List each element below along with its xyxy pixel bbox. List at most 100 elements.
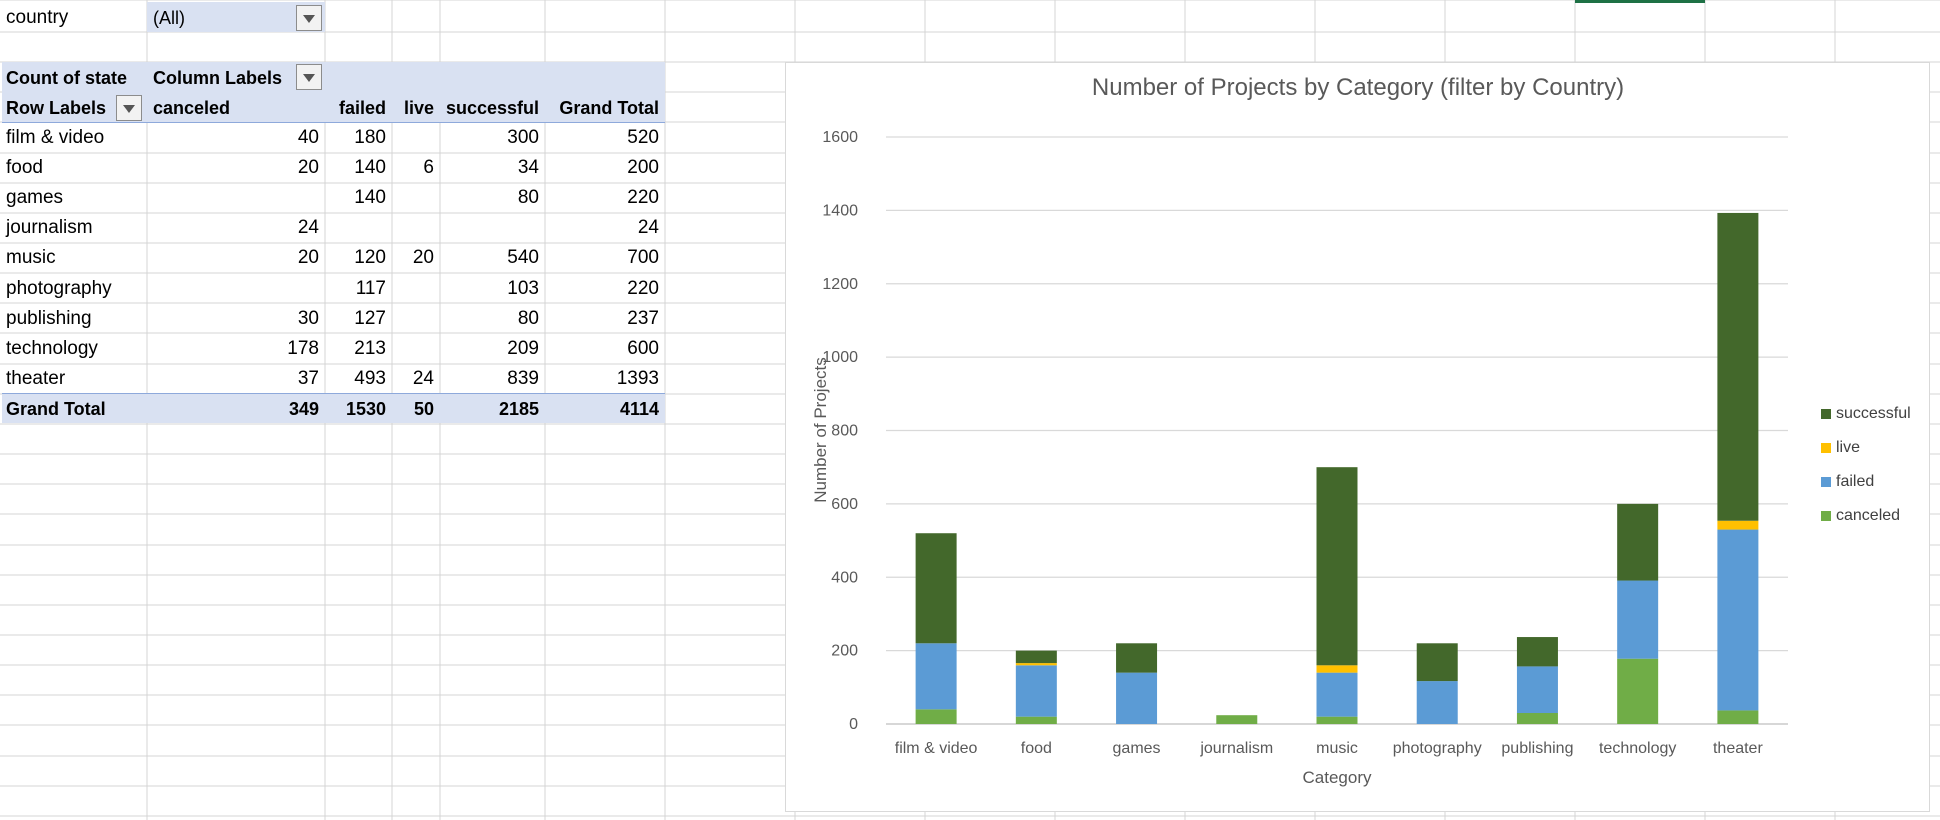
- pivot-value-cell[interactable]: 20: [412, 247, 434, 268]
- pivot-value-cell[interactable]: [147, 274, 325, 304]
- y-tick-label: 0: [849, 716, 858, 733]
- pivot-value-cell[interactable]: 839: [507, 368, 539, 389]
- pivot-grand-total-cell[interactable]: 4114: [619, 399, 659, 419]
- pivot-value-cell[interactable]: 80: [517, 308, 539, 329]
- pivot-row-label[interactable]: photography: [6, 278, 112, 299]
- y-tick-label: 1600: [822, 129, 858, 146]
- pivot-value-cell[interactable]: 540: [507, 247, 539, 268]
- pivot-value-cell[interactable]: 140: [354, 157, 386, 178]
- y-tick-label: 600: [831, 496, 858, 513]
- pivot-value-cell[interactable]: 237: [627, 308, 659, 329]
- pivot-value-cell[interactable]: 80: [517, 187, 539, 208]
- legend-item-live[interactable]: live: [1821, 438, 1860, 458]
- pivot-row-label[interactable]: publishing: [6, 308, 92, 329]
- pivot-value-cell[interactable]: 180: [354, 127, 386, 148]
- legend-swatch: [1821, 408, 1831, 419]
- bar-segment-successful: [1617, 503, 1659, 581]
- pivot-value-cell[interactable]: [325, 213, 392, 243]
- pivot-grand-total-cell[interactable]: 50: [413, 399, 434, 419]
- pivot-value-cell[interactable]: [392, 123, 440, 153]
- pivot-value-cell[interactable]: [147, 183, 325, 213]
- pivot-value-cell[interactable]: 127: [354, 308, 386, 329]
- x-tick-label: games: [1113, 740, 1161, 757]
- filter-value[interactable]: (All): [153, 8, 185, 28]
- pivot-row-label[interactable]: theater: [6, 368, 66, 389]
- pivot-value-cell[interactable]: 37: [297, 368, 319, 389]
- pivot-value-cell[interactable]: [392, 304, 440, 334]
- column-labels-dropdown-button[interactable]: [296, 64, 322, 90]
- legend-swatch: [1821, 476, 1831, 487]
- pivot-value-cell[interactable]: 20: [297, 247, 319, 268]
- pivot-value-cell[interactable]: 200: [627, 157, 659, 178]
- pivot-value-cell[interactable]: 220: [627, 187, 659, 208]
- bar-segment-successful: [1015, 650, 1057, 664]
- pivot-grand-total-cell[interactable]: 1530: [345, 399, 386, 419]
- pivot-value-cell[interactable]: 120: [354, 247, 386, 268]
- pivot-value-label: Count of state: [6, 68, 127, 88]
- bar-segment-canceled: [1617, 658, 1659, 724]
- pivot-value-cell[interactable]: [392, 274, 440, 304]
- pivot-value-cell[interactable]: 300: [507, 127, 539, 148]
- pivot-value-cell[interactable]: 34: [517, 157, 539, 178]
- pivot-value-cell[interactable]: 213: [354, 338, 386, 359]
- row-labels-dropdown-button[interactable]: [116, 95, 142, 121]
- pivot-value-cell[interactable]: 40: [297, 127, 319, 148]
- pivot-row-label[interactable]: games: [6, 187, 64, 208]
- stacked-bar-chart[interactable]: Number of Projects by Category (filter b…: [785, 62, 1930, 812]
- pivot-row-label[interactable]: food: [6, 157, 43, 178]
- bar-segment-successful: [1316, 467, 1358, 666]
- pivot-value-cell[interactable]: 24: [637, 217, 659, 238]
- bar-segment-failed: [1116, 672, 1158, 724]
- pivot-value-cell[interactable]: 209: [507, 338, 539, 359]
- pivot-row-label[interactable]: journalism: [6, 217, 93, 238]
- bar-segment-canceled: [1015, 716, 1057, 724]
- legend-item-failed[interactable]: failed: [1821, 472, 1874, 492]
- x-tick-label: music: [1316, 740, 1358, 757]
- x-tick-label: food: [1021, 740, 1052, 757]
- pivot-value-cell[interactable]: 140: [354, 187, 386, 208]
- pivot-value-cell[interactable]: 6: [423, 157, 434, 178]
- legend-label: live: [1836, 439, 1861, 456]
- pivot-grand-total-cell[interactable]: 349: [288, 399, 319, 419]
- y-tick-label: 800: [831, 423, 858, 440]
- pivot-value-cell[interactable]: [392, 213, 440, 243]
- filter-dropdown-button[interactable]: [296, 5, 322, 31]
- bar-segment-failed: [1015, 665, 1057, 717]
- pivot-value-cell[interactable]: 103: [507, 278, 539, 299]
- pivot-value-cell[interactable]: 1393: [616, 368, 659, 389]
- pivot-value-cell[interactable]: 178: [287, 338, 319, 359]
- chart-canvas: Number of Projects by Category (filter b…: [811, 74, 1788, 787]
- pivot-value-cell[interactable]: 117: [355, 278, 386, 299]
- bar-segment-successful: [1416, 643, 1458, 682]
- legend-label: failed: [1836, 473, 1875, 490]
- pivot-value-cell[interactable]: [392, 334, 440, 364]
- pivot-value-cell[interactable]: 600: [627, 338, 659, 359]
- pivot-grand-total-label[interactable]: Grand Total: [6, 399, 106, 419]
- bar-segment-live: [1015, 663, 1057, 666]
- pivot-value-cell[interactable]: 20: [297, 157, 319, 178]
- pivot-row-label[interactable]: film & video: [6, 127, 105, 148]
- pivot-value-cell[interactable]: 220: [627, 278, 659, 299]
- x-tick-label: photography: [1393, 740, 1482, 757]
- pivot-row-label[interactable]: music: [6, 247, 56, 268]
- bar-segment-canceled: [1516, 712, 1558, 724]
- x-tick-label: journalism: [1199, 740, 1273, 757]
- bar-segment-successful: [915, 533, 957, 644]
- pivot-row-label[interactable]: technology: [6, 338, 98, 359]
- pivot-value-cell[interactable]: 24: [412, 368, 434, 389]
- legend-item-successful[interactable]: successful: [1821, 404, 1911, 424]
- pivot-grand-total-cell[interactable]: 2185: [498, 399, 539, 419]
- bar-segment-failed: [1617, 580, 1659, 659]
- legend-item-canceled[interactable]: canceled: [1821, 506, 1900, 526]
- pivot-value-cell[interactable]: 24: [297, 217, 319, 238]
- bar-segment-live: [1316, 665, 1358, 673]
- pivot-column-header: Grand Total: [559, 98, 659, 118]
- pivot-value-cell[interactable]: [440, 213, 545, 243]
- pivot-column-header: live: [403, 98, 434, 118]
- pivot-value-cell[interactable]: [392, 183, 440, 213]
- x-tick-label: theater: [1713, 740, 1763, 757]
- pivot-value-cell[interactable]: 493: [354, 368, 386, 389]
- pivot-value-cell[interactable]: 700: [627, 247, 659, 268]
- pivot-value-cell[interactable]: 30: [297, 308, 319, 329]
- pivot-value-cell[interactable]: 520: [627, 127, 659, 148]
